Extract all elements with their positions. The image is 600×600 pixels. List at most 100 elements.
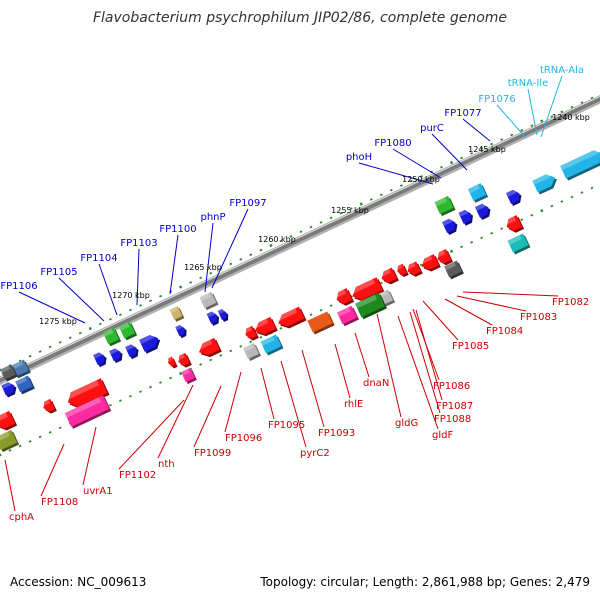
scale-tick bbox=[409, 179, 413, 183]
gene-feature bbox=[176, 352, 192, 368]
gene-feature-gloss bbox=[243, 326, 252, 334]
scale-tick bbox=[199, 276, 203, 280]
scale-tick bbox=[209, 358, 213, 362]
scale-tick bbox=[239, 258, 243, 261]
gene-feature bbox=[355, 292, 387, 320]
leader-line bbox=[204, 222, 214, 293]
scale-tick bbox=[159, 381, 163, 384]
scale-tick bbox=[88, 326, 92, 331]
gene-feature bbox=[169, 306, 185, 322]
gene-feature-gloss bbox=[507, 235, 522, 245]
gene-feature-body bbox=[243, 343, 259, 359]
gene-feature-body bbox=[175, 324, 185, 337]
gene-feature bbox=[336, 305, 360, 327]
gene-feature-gloss bbox=[532, 173, 551, 185]
scale-label: 1265 kbp bbox=[184, 263, 222, 272]
scale-tick bbox=[570, 195, 574, 199]
scale-tick bbox=[28, 354, 32, 358]
gene-label: FP1083 bbox=[520, 312, 557, 323]
genome-summary-text: Topology: circular; Length: 2,861,988 bp… bbox=[260, 575, 590, 589]
gene-feature bbox=[181, 367, 197, 385]
scale-tick bbox=[590, 186, 594, 190]
scale-tick bbox=[419, 263, 423, 267]
gene-label: FP1106 bbox=[0, 281, 37, 292]
gene-label: FP1102 bbox=[119, 470, 156, 481]
scale-tick bbox=[279, 326, 283, 330]
gene-feature-body bbox=[506, 215, 523, 231]
scale-tick bbox=[229, 349, 233, 353]
gene-label: purC bbox=[420, 123, 444, 134]
leader-line bbox=[444, 298, 493, 326]
gene-label: FP1086 bbox=[433, 381, 470, 392]
gene-label: FP1085 bbox=[452, 341, 489, 352]
gene-feature-gloss bbox=[199, 292, 211, 302]
gene-feature-body bbox=[1, 382, 15, 396]
gene-feature bbox=[434, 195, 456, 217]
gene-feature bbox=[467, 183, 489, 203]
gene-feature-gloss bbox=[467, 184, 480, 194]
gene-label: nth bbox=[158, 459, 175, 470]
gene-label: FP1095 bbox=[268, 420, 305, 431]
scale-tick bbox=[249, 253, 253, 257]
gene-label: gldG bbox=[395, 418, 418, 429]
scale-label: 1260 kbp bbox=[258, 235, 296, 244]
label-leader-lines bbox=[4, 75, 563, 512]
gene-feature bbox=[307, 311, 335, 335]
scale-tick bbox=[399, 184, 403, 187]
scale-ticks bbox=[0, 96, 594, 457]
scale-tick bbox=[269, 243, 273, 248]
scale-tick bbox=[480, 236, 484, 240]
leader-line bbox=[260, 367, 275, 420]
gene-feature-gloss bbox=[196, 339, 213, 351]
gene-feature-gloss bbox=[0, 365, 11, 374]
gene-feature-body bbox=[102, 327, 120, 345]
gene-feature-gloss bbox=[333, 289, 346, 299]
scale-tick bbox=[520, 218, 524, 222]
gene-feature-gloss bbox=[139, 333, 154, 345]
scale-tick bbox=[139, 390, 142, 393]
scale-label: 1250 kbp bbox=[402, 175, 440, 184]
scale-tick bbox=[389, 188, 393, 192]
leader-line bbox=[211, 208, 249, 289]
gene-label: FP1105 bbox=[40, 267, 77, 278]
gene-feature-body bbox=[506, 189, 520, 204]
gene-label: tRNA-Ile bbox=[508, 78, 548, 89]
gene-feature-body bbox=[0, 429, 18, 451]
scale-tick bbox=[279, 239, 283, 243]
scale-tick bbox=[219, 354, 223, 357]
scale-tick bbox=[490, 231, 494, 235]
gene-feature-gloss bbox=[109, 347, 118, 355]
scale-tick bbox=[108, 317, 112, 321]
leader-line bbox=[462, 291, 559, 297]
gene-feature bbox=[64, 378, 110, 409]
gene-label: FP1082 bbox=[552, 297, 589, 308]
leader-line bbox=[376, 313, 402, 418]
scale-tick bbox=[379, 193, 383, 197]
gene-feature bbox=[1, 381, 17, 398]
gene-feature bbox=[109, 347, 123, 364]
gene-feature-body bbox=[421, 254, 439, 270]
gene-feature-gloss bbox=[503, 216, 516, 226]
gene-feature-body bbox=[336, 305, 358, 325]
gene-feature-gloss bbox=[0, 431, 10, 441]
scale-tick bbox=[449, 249, 454, 254]
gene-features bbox=[0, 149, 600, 453]
scale-tick bbox=[540, 119, 544, 123]
gene-label: uvrA1 bbox=[83, 486, 113, 497]
scale-tick bbox=[550, 115, 554, 118]
gene-feature-gloss bbox=[64, 380, 100, 401]
gene-label: FP1084 bbox=[486, 326, 523, 337]
gene-feature-gloss bbox=[93, 351, 102, 359]
gene-feature-body bbox=[434, 195, 454, 215]
scale-tick bbox=[259, 248, 263, 252]
scale-tick bbox=[580, 191, 584, 194]
leader-line bbox=[456, 295, 527, 312]
gene-feature-body bbox=[0, 410, 16, 429]
leader-line bbox=[358, 162, 434, 185]
gene-label: dnaN bbox=[363, 378, 389, 389]
scale-tick bbox=[178, 285, 183, 289]
scale-tick bbox=[440, 165, 443, 169]
gene-feature-gloss bbox=[419, 255, 433, 265]
gene-feature-body bbox=[475, 203, 489, 218]
